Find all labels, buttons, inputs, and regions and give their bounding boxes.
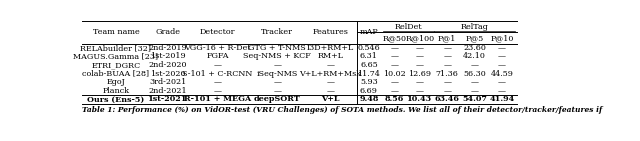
- Text: 44.59: 44.59: [490, 70, 513, 78]
- Text: 6.65: 6.65: [360, 61, 378, 69]
- Text: —: —: [416, 44, 424, 52]
- Text: 63.46: 63.46: [435, 95, 460, 103]
- Text: —: —: [416, 61, 424, 69]
- Text: P@5: P@5: [465, 34, 484, 42]
- Text: mAP: mAP: [360, 28, 378, 36]
- Text: RELAbuilder [32]: RELAbuilder [32]: [81, 44, 152, 52]
- Text: I3D+RM+L: I3D+RM+L: [307, 44, 354, 52]
- Text: —: —: [444, 87, 451, 95]
- Text: R@100: R@100: [406, 34, 435, 42]
- Text: 9.48: 9.48: [359, 95, 379, 103]
- Text: FGFA: FGFA: [206, 52, 229, 60]
- Text: —: —: [470, 87, 479, 95]
- Text: 3rd-2021: 3rd-2021: [149, 78, 187, 86]
- Text: 6.31: 6.31: [360, 52, 378, 60]
- Text: GTG + T-NMS: GTG + T-NMS: [248, 44, 306, 52]
- Text: RM+L: RM+L: [317, 52, 344, 60]
- Text: Grade: Grade: [156, 28, 180, 36]
- Text: —: —: [498, 44, 506, 52]
- Text: 2nd-2019: 2nd-2019: [148, 44, 188, 52]
- Text: Planck: Planck: [102, 87, 129, 95]
- Text: R@50: R@50: [383, 34, 406, 42]
- Text: —: —: [326, 78, 335, 86]
- Text: —: —: [498, 87, 506, 95]
- Text: 1st-2020: 1st-2020: [150, 70, 186, 78]
- Text: RelTag: RelTag: [461, 23, 488, 31]
- Text: —: —: [214, 61, 221, 69]
- Text: —: —: [273, 61, 281, 69]
- Text: 41.94: 41.94: [489, 95, 515, 103]
- Text: Seq-NMS + KCF: Seq-NMS + KCF: [243, 52, 311, 60]
- Text: 56.30: 56.30: [463, 70, 486, 78]
- Text: 6.69: 6.69: [360, 87, 378, 95]
- Text: Tracker: Tracker: [261, 28, 293, 36]
- Text: —: —: [326, 87, 335, 95]
- Text: —: —: [470, 78, 479, 86]
- Text: colab-BUAA [28]: colab-BUAA [28]: [83, 70, 150, 78]
- Text: 0.546: 0.546: [358, 44, 380, 52]
- Text: —: —: [273, 87, 281, 95]
- Text: 1st-2021: 1st-2021: [148, 95, 188, 103]
- Text: 54.07: 54.07: [462, 95, 487, 103]
- Text: —: —: [326, 61, 335, 69]
- Text: Detector: Detector: [200, 28, 236, 36]
- Text: S-101 + C-RCNN: S-101 + C-RCNN: [182, 70, 253, 78]
- Text: —: —: [444, 52, 451, 60]
- Text: deepSORT: deepSORT: [254, 95, 301, 103]
- Text: 10.43: 10.43: [408, 95, 433, 103]
- Text: —: —: [390, 52, 399, 60]
- Text: 1st-2019: 1st-2019: [150, 52, 186, 60]
- Text: —: —: [498, 61, 506, 69]
- Text: V+L+RM+Msk: V+L+RM+Msk: [300, 70, 362, 78]
- Text: EgoJ: EgoJ: [106, 78, 125, 86]
- Text: RelDet: RelDet: [394, 23, 422, 31]
- Text: —: —: [470, 61, 479, 69]
- Text: Team name: Team name: [93, 28, 140, 36]
- Text: 2nd-2021: 2nd-2021: [148, 87, 188, 95]
- Text: 10.02: 10.02: [383, 70, 406, 78]
- Text: —: —: [444, 61, 451, 69]
- Text: —: —: [390, 44, 399, 52]
- Text: Features: Features: [312, 28, 348, 36]
- Text: —: —: [416, 87, 424, 95]
- Text: —: —: [214, 87, 221, 95]
- Text: 5.93: 5.93: [360, 78, 378, 86]
- Text: —: —: [444, 78, 451, 86]
- Text: —: —: [390, 61, 399, 69]
- Text: 2nd-2020: 2nd-2020: [148, 61, 188, 69]
- Text: 12.69: 12.69: [408, 70, 431, 78]
- Text: —: —: [416, 78, 424, 86]
- Text: 11.74: 11.74: [358, 70, 380, 78]
- Text: —: —: [390, 87, 399, 95]
- Text: iSeq-NMS: iSeq-NMS: [257, 70, 298, 78]
- Text: —: —: [390, 78, 399, 86]
- Text: —: —: [444, 44, 451, 52]
- Text: 71.36: 71.36: [436, 70, 459, 78]
- Text: Ours (Ens-5): Ours (Ens-5): [87, 95, 145, 103]
- Text: V+L: V+L: [321, 95, 340, 103]
- Text: MAGUS.Gamma [23]: MAGUS.Gamma [23]: [74, 52, 159, 60]
- Text: ETRI_DGRC: ETRI_DGRC: [92, 61, 141, 69]
- Text: Table 1: Performance (%) on VidOR-test (VRU Challenges) of SOTA methods. We list: Table 1: Performance (%) on VidOR-test (…: [83, 106, 603, 114]
- Text: —: —: [416, 52, 424, 60]
- Text: 42.10: 42.10: [463, 52, 486, 60]
- Text: VGG-16 + R-Det: VGG-16 + R-Det: [184, 44, 251, 52]
- Text: 23.60: 23.60: [463, 44, 486, 52]
- Text: —: —: [273, 78, 281, 86]
- Text: —: —: [214, 78, 221, 86]
- Text: —: —: [498, 52, 506, 60]
- Text: P@1: P@1: [438, 34, 456, 42]
- Text: 8.56: 8.56: [385, 95, 404, 103]
- Text: —: —: [498, 78, 506, 86]
- Text: R-101 + MEGA: R-101 + MEGA: [184, 95, 252, 103]
- Text: P@10: P@10: [490, 34, 513, 42]
